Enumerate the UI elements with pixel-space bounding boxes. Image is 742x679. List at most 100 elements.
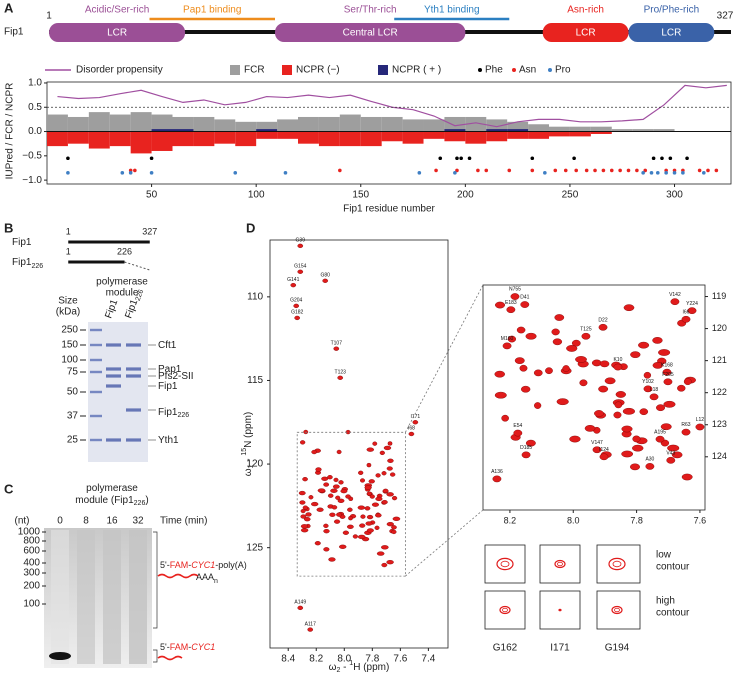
spectrum-peak bbox=[643, 371, 652, 379]
y-tick-label: 1.0 bbox=[28, 78, 42, 89]
assigned-peak bbox=[297, 243, 304, 249]
assigned-peak bbox=[581, 332, 591, 340]
bar bbox=[214, 131, 236, 144]
peak-label: E183 bbox=[505, 300, 517, 306]
spectrum-peak bbox=[683, 378, 692, 386]
contour-peak bbox=[502, 607, 508, 613]
gel-header-part: ) bbox=[145, 495, 148, 506]
domain-name: Ser/Thr-rich bbox=[344, 5, 397, 16]
spectrum-peak bbox=[375, 513, 382, 518]
marker-label: 400 bbox=[23, 558, 40, 569]
spectrum-peak bbox=[677, 384, 686, 392]
marker-label: 37 bbox=[67, 411, 79, 422]
marker-label: 250 bbox=[61, 325, 78, 336]
spectrum-peak bbox=[311, 449, 318, 455]
y-tick-label: −0.5 bbox=[22, 150, 42, 161]
spectrum-peak bbox=[314, 541, 321, 546]
point bbox=[572, 156, 576, 161]
point bbox=[609, 168, 614, 173]
spectrum-peak bbox=[652, 337, 663, 344]
gel-lane bbox=[129, 530, 147, 664]
spectrum-peak bbox=[381, 545, 389, 550]
legend-swatch bbox=[378, 65, 388, 75]
contour-label: low bbox=[656, 550, 672, 561]
assigned-peak bbox=[290, 282, 297, 288]
rna-icon bbox=[157, 655, 183, 661]
spectrum-peak bbox=[331, 505, 338, 510]
ladder-band bbox=[90, 370, 102, 374]
assigned-peak bbox=[655, 435, 665, 443]
bar bbox=[444, 129, 466, 132]
x-tick-label: 50 bbox=[146, 190, 158, 201]
spectrum-peak bbox=[339, 544, 347, 549]
assigned-peak bbox=[510, 293, 520, 300]
band-label-part: Yth1 bbox=[158, 435, 179, 446]
y-tick-label: 0.0 bbox=[28, 126, 42, 137]
assigned-peak bbox=[687, 307, 697, 314]
time-axis-label: Time (min) bbox=[160, 516, 207, 527]
point bbox=[507, 168, 512, 173]
y-tick-label: 124 bbox=[712, 451, 727, 461]
point bbox=[660, 156, 664, 161]
y-tick-label: 115 bbox=[247, 375, 263, 386]
y-tick-label: 122 bbox=[712, 387, 727, 397]
gel-header: polymerase bbox=[96, 277, 148, 288]
contour-box bbox=[539, 590, 581, 630]
bar bbox=[465, 116, 487, 132]
y-axis-label: IUPred / FCR / NCPR bbox=[5, 83, 16, 180]
gel-band bbox=[126, 408, 141, 412]
assigned-peak bbox=[670, 298, 680, 306]
point bbox=[338, 168, 342, 173]
peak-label: G39 bbox=[296, 238, 306, 244]
y-tick-label: 119 bbox=[712, 291, 726, 301]
x-axis-label-part: - bbox=[340, 662, 349, 673]
bar bbox=[47, 114, 68, 132]
spectrum-peak bbox=[302, 505, 309, 510]
product-label: 5'-FAM-CYC1-poly(A) bbox=[160, 560, 247, 570]
band-label: Fip1 bbox=[158, 381, 178, 392]
x-tick-label: 7.8 bbox=[630, 515, 643, 525]
spectrum-peak bbox=[366, 514, 374, 520]
assigned-peak bbox=[613, 363, 623, 371]
x-tick-label: 7.6 bbox=[393, 654, 407, 665]
point bbox=[543, 171, 547, 175]
construct-start: 1 bbox=[66, 246, 71, 256]
gel-band bbox=[106, 343, 121, 347]
bar bbox=[549, 131, 570, 137]
bar bbox=[318, 116, 340, 132]
spectrum-peak bbox=[632, 435, 641, 443]
spectrum-peak bbox=[300, 508, 306, 514]
x-tick-label: 8.0 bbox=[567, 515, 580, 525]
spectrum-peak bbox=[525, 332, 537, 340]
spectrum-peak bbox=[333, 477, 339, 483]
bar bbox=[298, 116, 319, 132]
point bbox=[149, 156, 154, 161]
domain bbox=[49, 23, 186, 42]
y-tick-label: −1.0 bbox=[22, 175, 42, 186]
spectrum-peak bbox=[630, 351, 641, 358]
spectrum-peak bbox=[317, 488, 326, 493]
lane-label: Fip1 bbox=[103, 297, 120, 319]
spectrum-peak bbox=[299, 440, 306, 445]
product-label-part: CYC1 bbox=[191, 560, 215, 570]
spectrum-peak bbox=[374, 525, 380, 530]
bar bbox=[109, 131, 131, 147]
spectrum-peak bbox=[386, 466, 393, 471]
peak-label: G154 bbox=[294, 263, 306, 269]
spectrum-peak bbox=[321, 476, 329, 481]
peak-label: G141 bbox=[287, 277, 299, 283]
point bbox=[664, 171, 668, 175]
spectrum-peak bbox=[365, 521, 373, 526]
residue-end: 327 bbox=[717, 11, 734, 22]
spectrum-peak bbox=[335, 495, 341, 500]
y-tick-label: 0.5 bbox=[28, 102, 42, 113]
assigned-peak bbox=[492, 475, 502, 483]
y-tick-label: 120 bbox=[712, 323, 727, 333]
point bbox=[702, 171, 706, 175]
y-axis-label-part: N (ppm) bbox=[243, 412, 254, 448]
ladder-band bbox=[90, 343, 102, 347]
spectrum-peak bbox=[389, 472, 396, 477]
x-axis-label-part: H (ppm) bbox=[353, 662, 389, 673]
bar bbox=[402, 119, 424, 132]
construct-end: 226 bbox=[117, 246, 132, 256]
